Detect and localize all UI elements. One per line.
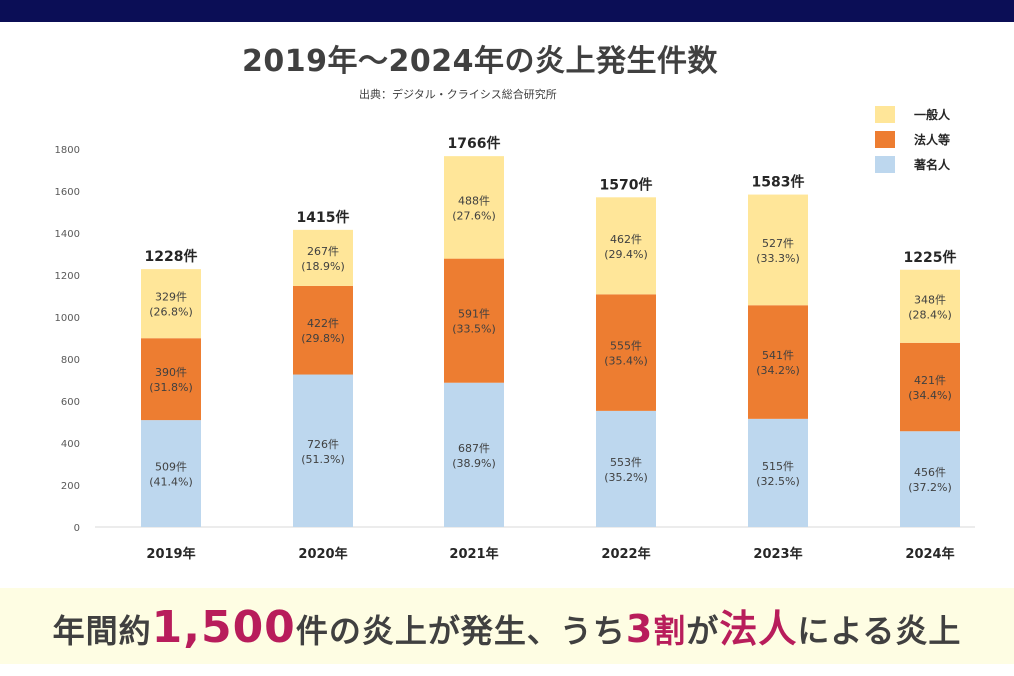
bar-segment [444,258,504,383]
headline-text-2: 件の炎上が発生、うち [295,612,626,650]
headline: 年間約1,500件の炎上が発生、うち3割が法人による炎上 [0,598,1014,653]
bar-segment [596,197,656,295]
y-tick-label: 1800 [55,145,80,156]
segment-percent-label: (27.6%) [452,209,496,222]
bar-segment [141,338,201,421]
segment-percent-label: (18.9%) [301,260,345,273]
segment-count-label: 591件 [458,308,490,321]
x-tick-label: 2019年 [146,546,195,562]
segment-percent-label: (32.5%) [756,475,800,488]
y-tick-label: 400 [61,439,80,450]
y-tick-label: 1200 [55,271,80,282]
bar-total-label: 1766件 [448,135,501,152]
chart-title: 2019年〜2024年の炎上発生件数 [242,44,718,79]
headline-ratio-unit: 割 [653,612,687,650]
segment-count-label: 509件 [155,461,187,474]
bar-segment [293,285,353,375]
segment-percent-label: (33.3%) [756,252,800,265]
bar-total-label: 1583件 [752,174,805,191]
top-band [0,0,1014,22]
legend-label: 一般人 [914,107,951,122]
segment-count-label: 329件 [155,291,187,304]
y-tick-label: 800 [61,355,80,366]
bar-segment [748,305,808,419]
bar-segment [141,269,201,339]
segment-percent-label: (38.9%) [452,457,496,470]
segment-count-label: 456件 [914,466,946,479]
segment-percent-label: (28.4%) [908,308,952,321]
headline-number: 1,500 [151,602,296,653]
segment-percent-label: (29.4%) [604,248,648,261]
segment-count-label: 390件 [155,366,187,379]
segment-count-label: 553件 [610,456,642,469]
y-tick-label: 600 [61,397,80,408]
segment-count-label: 726件 [307,438,339,451]
segment-count-label: 555件 [610,340,642,353]
bar-segment [748,418,808,527]
bar-segment [900,431,960,527]
x-tick-label: 2024年 [905,546,954,562]
headline-entity: 法人 [719,607,798,651]
segment-count-label: 348件 [914,293,946,306]
segment-count-label: 422件 [307,317,339,330]
legend-swatch [875,131,895,148]
segment-count-label: 421件 [914,374,946,387]
bar-segment [141,420,201,527]
y-tick-label: 1400 [55,229,80,240]
y-tick-label: 0 [74,523,80,534]
legend-label: 著名人 [913,157,951,172]
bar-segment [444,382,504,527]
bar-segment [748,194,808,306]
segment-percent-label: (35.2%) [604,471,648,484]
stacked-bar-chart: 0 200 400 600 800 1000 1200 1400 1600 1800 509件 (41… [55,106,975,562]
x-tick-label: 2022年 [601,546,650,562]
segment-percent-label: (31.8%) [149,381,193,394]
segment-count-label: 462件 [610,233,642,246]
bar-total-label: 1415件 [297,209,350,226]
segment-percent-label: (35.4%) [604,355,648,368]
headline-text-3: が [686,612,720,650]
headline-band [0,588,1014,664]
y-tick-label: 1600 [55,187,80,198]
legend-label: 法人等 [914,132,950,147]
segment-percent-label: (34.2%) [756,364,800,377]
segment-count-label: 687件 [458,442,490,455]
bar-total-label: 1228件 [145,248,198,265]
segment-count-label: 541件 [762,349,794,362]
legend-swatch [875,106,895,123]
y-tick-label: 200 [61,481,80,492]
segment-count-label: 488件 [458,194,490,207]
headline-text-1: 年間約 [52,612,152,650]
x-tick-label: 2020年 [298,546,347,562]
segment-percent-label: (29.8%) [301,332,345,345]
bar-segment [444,156,504,259]
segment-percent-label: (51.3%) [301,453,345,466]
segment-count-label: 527件 [762,237,794,250]
segment-count-label: 515件 [762,460,794,473]
segment-percent-label: (41.4%) [149,476,193,489]
segment-percent-label: (34.4%) [908,389,952,402]
x-tick-label: 2023年 [753,546,802,562]
bar-total-label: 1570件 [600,176,653,193]
headline-text-4: による炎上 [797,612,962,650]
bar-segment [293,374,353,527]
bar-segment [293,229,353,286]
y-tick-label: 1000 [55,313,80,324]
bar-segment [596,410,656,527]
bar-segment [900,342,960,432]
legend-swatch [875,156,895,173]
segment-count-label: 267件 [307,245,339,258]
segment-percent-label: (33.5%) [452,323,496,336]
chart-source: 出典：デジタル・クライシス総合研究所 [359,88,557,101]
segment-percent-label: (37.2%) [908,481,952,494]
headline-ratio-number: 3 [625,607,654,651]
bar-segment [596,294,656,411]
segment-percent-label: (26.8%) [149,306,193,319]
bar-segment [900,269,960,343]
x-tick-label: 2021年 [449,546,498,562]
bar-total-label: 1225件 [904,249,957,266]
